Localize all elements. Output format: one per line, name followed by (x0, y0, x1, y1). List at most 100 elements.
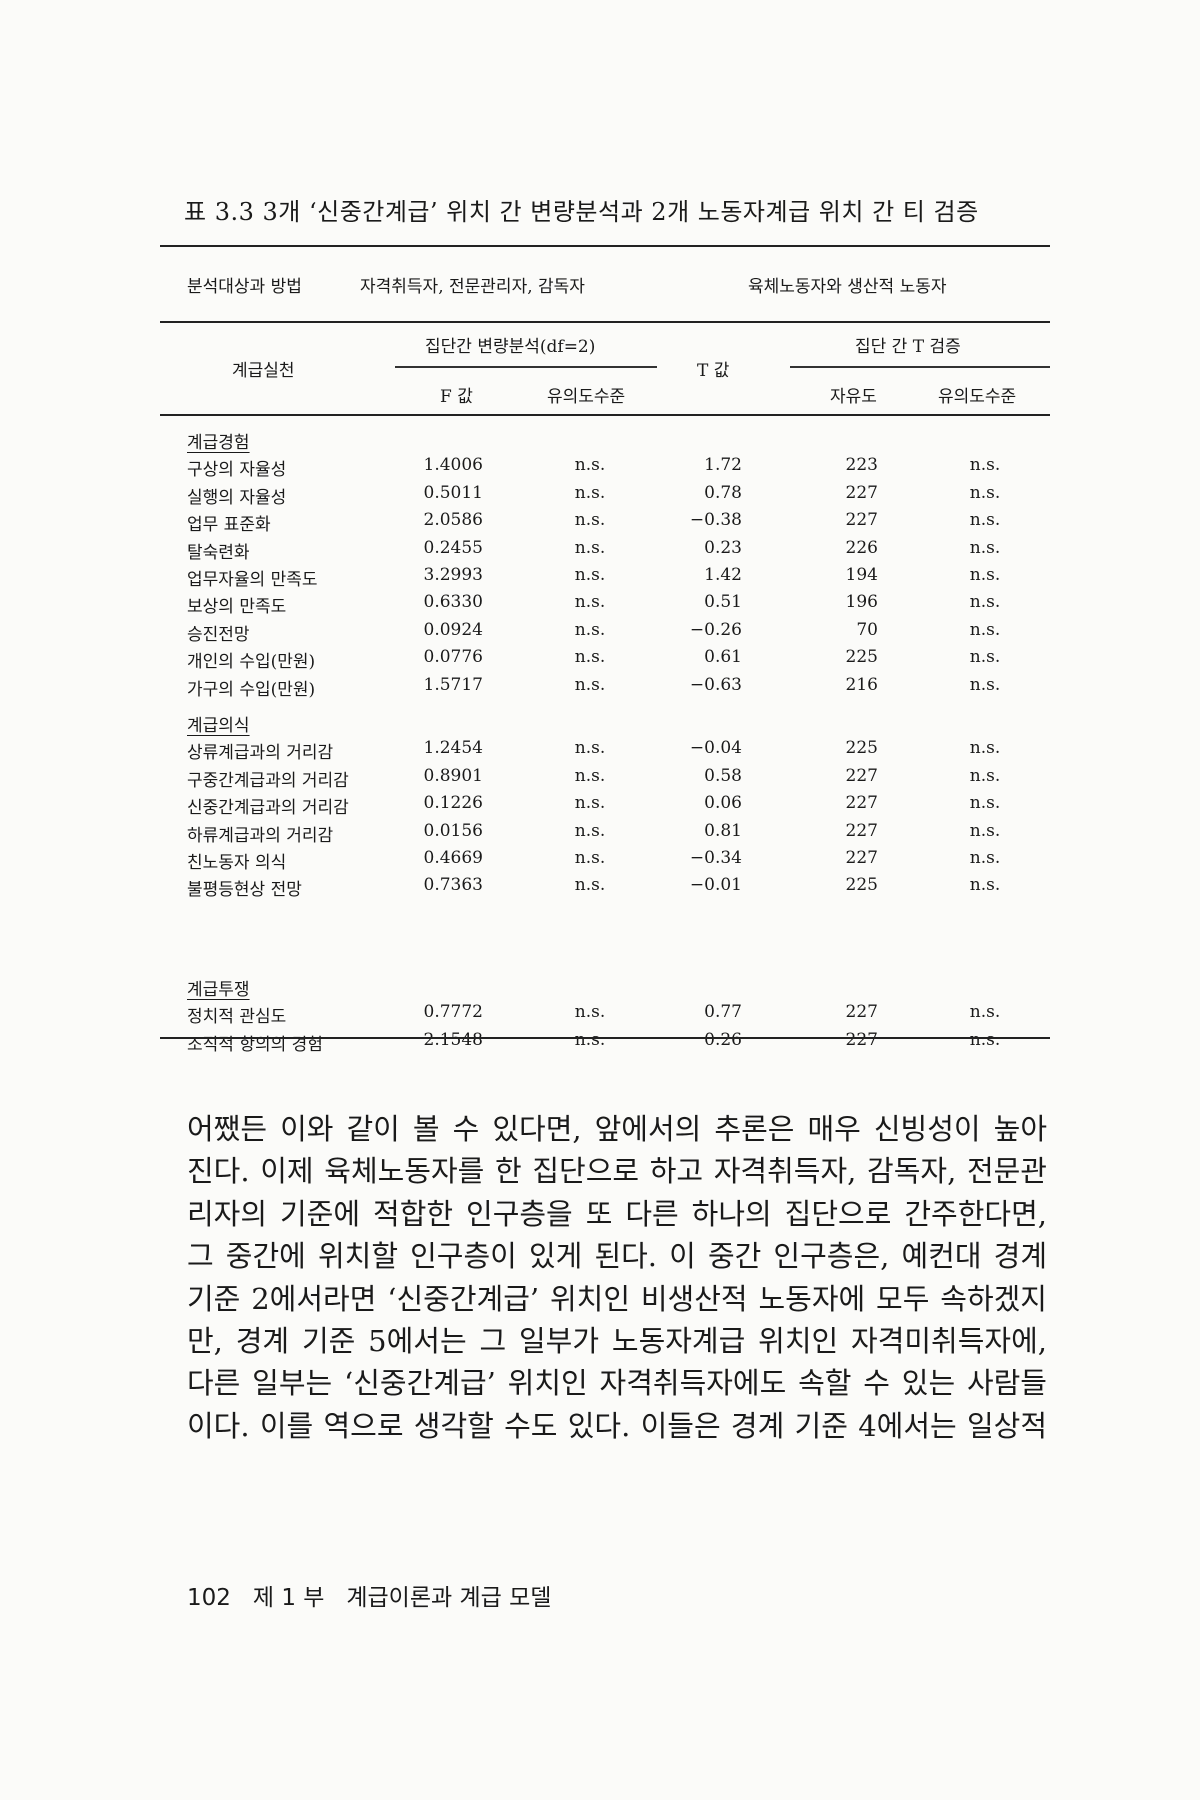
f-value: 1.5717 (423, 674, 483, 695)
t-significance: n.s. (969, 793, 1001, 814)
degrees-of-freedom: 196 (845, 592, 878, 613)
t-value: 0.23 (704, 537, 742, 558)
t-value: 0.77 (704, 1002, 742, 1023)
t-value: 0.78 (704, 482, 742, 503)
table-row: 친노동자 의식 0.4669 n.s. −0.34 227 n.s. (0, 848, 1200, 875)
table-rule-2 (160, 321, 1050, 323)
t-significance: n.s. (969, 537, 1001, 558)
row-label: 정치적 관심도 (187, 1007, 287, 1028)
t-header: T 값 (697, 361, 730, 381)
df-header: 자유도 (830, 387, 877, 407)
table-rule-top (160, 245, 1050, 247)
table-row: 실행의 자율성 0.5011 n.s. 0.78 227 n.s. (0, 483, 1200, 510)
f-value: 1.4006 (423, 455, 483, 476)
t-significance: n.s. (969, 674, 1001, 695)
degrees-of-freedom: 227 (845, 793, 878, 814)
f-value: 0.1226 (423, 793, 483, 814)
row-label: 보상의 만족도 (187, 597, 287, 618)
t-value: −0.04 (689, 738, 742, 759)
t-significance: n.s. (969, 455, 1001, 476)
table-row: 정치적 관심도 0.7772 n.s. 0.77 227 n.s. (0, 1002, 1200, 1029)
degrees-of-freedom: 225 (845, 875, 878, 896)
f-significance: n.s. (574, 1002, 606, 1023)
anova-header: 집단간 변량분석(df=2) (425, 337, 596, 357)
row-label: 신중간계급과의 거리감 (187, 798, 349, 819)
body-line: 이다. 이를 역으로 생각할 수도 있다. 이들은 경계 기준 4에서는 일상적 (187, 1408, 1047, 1443)
t-value: 0.26 (704, 1029, 742, 1050)
row-label: 실행의 자율성 (187, 487, 287, 508)
f-value: 0.2455 (423, 537, 483, 558)
f-value: 0.7772 (423, 1002, 483, 1023)
row-label: 상류계급과의 거리감 (187, 743, 334, 764)
body-line: 만, 경계 기준 5에서는 그 일부가 노동자계급 위치인 자격미취득자에, (187, 1324, 1047, 1359)
degrees-of-freedom: 227 (845, 1029, 878, 1050)
t-value: 0.06 (704, 793, 742, 814)
f-significance: n.s. (574, 765, 606, 786)
t-value: 1.72 (704, 455, 742, 476)
row-label: 탈숙련화 (187, 542, 250, 563)
f-value: 1.2454 (423, 738, 483, 759)
degrees-of-freedom: 223 (845, 455, 878, 476)
row-label: 개인의 수입(만원) (187, 652, 316, 673)
degrees-of-freedom: 216 (845, 674, 878, 695)
f-value: 2.1548 (423, 1029, 483, 1050)
table-row: 상류계급과의 거리감 1.2454 n.s. −0.04 225 n.s. (0, 738, 1200, 765)
table-row: 구중간계급과의 거리감 0.8901 n.s. 0.58 227 n.s. (0, 766, 1200, 793)
t-significance: n.s. (969, 765, 1001, 786)
t-value: 0.51 (704, 592, 742, 613)
table-row: 탈숙련화 0.2455 n.s. 0.23 226 n.s. (0, 538, 1200, 565)
body-line: 진다. 이제 육체노동자를 한 집단으로 하고 자격취득자, 감독자, 전문관 (187, 1154, 1047, 1189)
table-row: 개인의 수입(만원) 0.0776 n.s. 0.61 225 n.s. (0, 647, 1200, 674)
row-header: 계급실천 (232, 361, 295, 381)
t-value: 1.42 (704, 565, 742, 585)
t-significance: n.s. (969, 592, 1001, 613)
f-significance: n.s. (574, 793, 606, 814)
table-row: 보상의 만족도 0.6330 n.s. 0.51 196 n.s. (0, 592, 1200, 619)
f-significance: n.s. (574, 482, 606, 503)
f-significance: n.s. (574, 455, 606, 476)
f-significance: n.s. (574, 875, 606, 896)
table-row: 신중간계급과의 거리감 0.1226 n.s. 0.06 227 n.s. (0, 793, 1200, 820)
section-title: 계급경험 (187, 433, 250, 453)
table-row: 구상의 자율성 1.4006 n.s. 1.72 223 n.s. (0, 455, 1200, 482)
ttest-subrule (790, 366, 1050, 368)
t-significance: n.s. (969, 848, 1001, 868)
part-title: 계급이론과 계급 모델 (346, 1585, 552, 1611)
row-label: 가구의 수입(만원) (187, 679, 316, 700)
analysis-label: 분석대상과 방법 (187, 277, 302, 297)
t-value: −0.01 (689, 875, 742, 896)
t-value: 0.61 (704, 647, 742, 668)
page-footer: 102 제 1 부 계급이론과 계급 모델 (187, 1578, 551, 1612)
t-significance: n.s. (969, 1002, 1001, 1023)
t-significance: n.s. (969, 1029, 1001, 1050)
f-significance: n.s. (574, 647, 606, 668)
degrees-of-freedom: 226 (845, 537, 878, 558)
f-value: 0.4669 (423, 848, 483, 868)
table-row: 하류계급과의 거리감 0.0156 n.s. 0.81 227 n.s. (0, 821, 1200, 848)
f-significance: n.s. (574, 565, 606, 585)
page-number: 102 (187, 1585, 231, 1611)
f-value: 0.8901 (423, 765, 483, 786)
t-significance: n.s. (969, 875, 1001, 896)
f-value: 0.0924 (423, 619, 483, 640)
f-value: 0.0776 (423, 647, 483, 668)
degrees-of-freedom: 227 (845, 482, 878, 503)
f-header: F 값 (440, 387, 473, 407)
table-row: 승진전망 0.0924 n.s. −0.26 70 n.s. (0, 620, 1200, 647)
table-caption: 표 3.3 3개 ‘신중간계급’ 위치 간 변량분석과 2개 노동자계급 위치 … (184, 198, 979, 226)
table-row: 업무 표준화 2.0586 n.s. −0.38 227 n.s. (0, 510, 1200, 537)
row-label: 하류계급과의 거리감 (187, 825, 334, 846)
f-significance: n.s. (574, 674, 606, 695)
t-value: −0.34 (689, 848, 742, 868)
row-label: 구상의 자율성 (187, 460, 287, 481)
t-value: 0.81 (704, 820, 742, 841)
t-significance: n.s. (969, 738, 1001, 759)
f-value: 3.2993 (423, 565, 483, 585)
table-rule-3 (160, 414, 1050, 416)
f-significance: n.s. (574, 537, 606, 558)
f-significance: n.s. (574, 510, 606, 531)
degrees-of-freedom: 227 (845, 820, 878, 841)
f-value: 2.0586 (423, 510, 483, 531)
table-row: 불평등현상 전망 0.7363 n.s. −0.01 225 n.s. (0, 875, 1200, 902)
t-value: −0.38 (689, 510, 742, 531)
